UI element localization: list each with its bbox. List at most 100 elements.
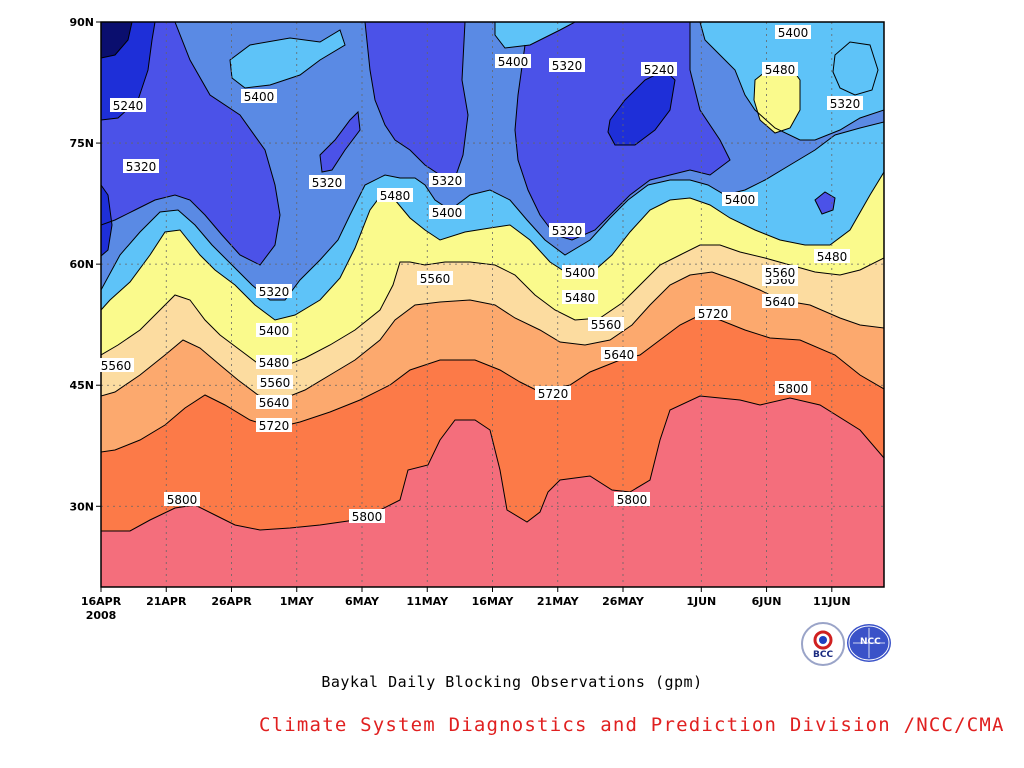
contour-label-text: 5640 — [604, 348, 635, 362]
contour-label: 5480 — [762, 62, 798, 77]
contour-label: 5320 — [309, 175, 345, 190]
x-tick-label: 11MAY — [406, 595, 449, 608]
contour-label-text: 5560 — [765, 266, 796, 280]
fill-5240-5320-e — [320, 112, 360, 172]
contour-label-bg — [495, 54, 531, 68]
contour-label: 5560 — [98, 358, 134, 373]
x-axis: 16APR 21APR 26APR 1MAY 6MAY 11MAY 16MAY 21MAY 26… — [81, 587, 851, 622]
contour-label: 5400 — [775, 25, 811, 40]
contour-label-bg — [814, 249, 850, 263]
contour-label: 5480 — [256, 355, 292, 370]
x-tick-label: 16MAY — [472, 595, 515, 608]
x-year-label: 2008 — [86, 609, 117, 622]
contour-label-bg — [256, 355, 292, 369]
contour-label-text: 5800 — [617, 493, 648, 507]
contour-label: 5400 — [562, 265, 598, 280]
contour-label-text: 5320 — [312, 176, 343, 190]
contour-label-text: 5480 — [765, 63, 796, 77]
contour-label: 5480 — [814, 249, 850, 264]
contour-label-text: 5400 — [565, 266, 596, 280]
contour-label-text: 5480 — [817, 250, 848, 264]
contour-label: 5320 — [549, 223, 585, 238]
contour-label: 5720 — [535, 386, 571, 401]
y-tick-label: 45N — [69, 379, 94, 392]
figure-title: Baykal Daily Blocking Observations (gpm) — [321, 673, 703, 691]
x-tick-label: 11JUN — [813, 595, 851, 608]
contour-label-text: 5560 — [260, 376, 291, 390]
contour-label-bg — [562, 290, 598, 304]
contour-label-bg — [377, 188, 413, 202]
credit-line: Climate System Diagnostics and Predictio… — [259, 714, 1005, 736]
contour-label-bg — [123, 159, 159, 173]
contour-label-bg — [257, 375, 293, 389]
contour-labels: 5240 5320 5320 5320 5400 5400 5400 5400 5480 5480… — [98, 25, 863, 524]
fill-5400-5480-top — [230, 30, 345, 88]
contour-label-text: 5320 — [432, 174, 463, 188]
ncc-logo-text: NCC — [860, 637, 881, 647]
contour-label-bg — [256, 284, 292, 298]
contour-label: 5640 — [762, 294, 798, 309]
contour-label-bg — [256, 323, 292, 337]
contour-label-text: 5640 — [259, 396, 290, 410]
contour-label: 5320 — [429, 173, 465, 188]
contour-label: 5800 — [775, 381, 811, 396]
contour-label-bg — [417, 271, 453, 285]
contour-label: 5320 — [827, 96, 863, 111]
contour-label: 5480 — [377, 188, 413, 203]
contour-label-bg — [562, 265, 598, 279]
contour-label-text: 5800 — [778, 382, 809, 396]
contour-label: 5560 — [257, 375, 293, 390]
contour-label: 5400 — [256, 323, 292, 338]
contour-label-bg — [535, 386, 571, 400]
y-tick-label: 30N — [69, 500, 94, 513]
contour-label-bg — [429, 173, 465, 187]
y-axis: 30N 45N 60N 75N 90N — [69, 16, 101, 513]
contour-label: 5400 — [495, 54, 531, 69]
contour-label: 5800 — [349, 509, 385, 524]
contour-label: 5400 — [429, 205, 465, 220]
contour-label: 5800 — [614, 492, 650, 507]
contour-label: 5400 — [241, 89, 277, 104]
contour-label: 5640 — [256, 395, 292, 410]
contour-label: 5320 — [123, 159, 159, 174]
contour-label-bg — [588, 317, 624, 331]
contour-label-text: 5400 — [725, 193, 756, 207]
contour-label-text: 5320 — [552, 59, 583, 73]
contour-label-bg — [762, 62, 798, 76]
contour-lines — [101, 22, 884, 532]
contour-label-text: 5400 — [259, 324, 290, 338]
fill-5480-island — [754, 66, 800, 133]
contour-label: 5560 — [417, 271, 453, 286]
grid-lines — [101, 22, 884, 587]
contour-label-text: 5720 — [698, 307, 729, 321]
contour-label-text: 5560 — [101, 359, 132, 373]
contour-label: 5720 — [695, 306, 731, 321]
contour-label-bg — [601, 347, 637, 361]
x-tick-label: 26APR — [211, 595, 252, 608]
fill-5160-5240-c — [608, 70, 675, 145]
fill-5240-5320-f — [815, 192, 835, 214]
contour-label-text: 5400 — [778, 26, 809, 40]
ncc-logo: NCC — [847, 624, 891, 662]
contour-label-bg — [641, 62, 677, 76]
contour-label-bg — [549, 223, 585, 237]
contour-label: 5560 — [588, 317, 624, 332]
contour-label-text: 5560 — [591, 318, 622, 332]
contour-label: 5240 — [641, 62, 677, 77]
contour-label: 5400 — [722, 192, 758, 207]
bcc-logo-text: BCC — [813, 650, 834, 660]
contour-label-text: 5560 — [420, 272, 451, 286]
x-tick-label: 21MAY — [537, 595, 580, 608]
contour-label-bg — [775, 381, 811, 395]
y-tick-label: 60N — [69, 258, 94, 271]
x-tick-label: 6MAY — [345, 595, 380, 608]
contour-label-text: 5800 — [352, 510, 383, 524]
contour-label-text: 5480 — [565, 291, 596, 305]
contour-label-text: 5320 — [259, 285, 290, 299]
y-tick-label: 90N — [69, 16, 94, 29]
contour-label-text: 5320 — [830, 97, 861, 111]
contour-label-bg — [110, 98, 146, 112]
contour-label-bg — [349, 509, 385, 523]
x-tick-label: 1MAY — [280, 595, 315, 608]
